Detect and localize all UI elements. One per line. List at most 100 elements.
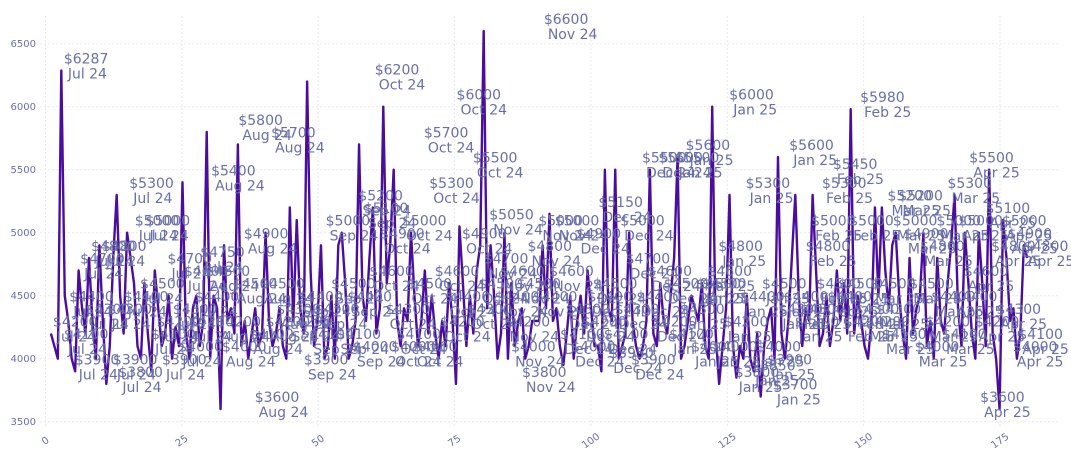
data-label-date: Jan 25: [689, 153, 734, 169]
data-label-date: Jan 25: [672, 342, 717, 358]
data-label-date: Jan 25: [776, 393, 821, 409]
data-label: $4750 Jul 24: [200, 245, 245, 276]
data-label-date: Dec 24: [564, 342, 613, 358]
data-label-value: $5500: [675, 151, 720, 167]
data-label: $5100 Sep 24: [364, 201, 417, 232]
data-label-value: $4400: [298, 289, 343, 305]
data-label: $5500 Oct 24: [473, 151, 524, 182]
data-label-date: Mar 25: [951, 191, 1000, 207]
y-tick-label: 6500: [11, 39, 36, 50]
data-label: $4900 Oct 24: [462, 226, 513, 257]
data-label-date: Jan 25: [792, 153, 837, 169]
data-label: $4100 Oct 24: [397, 327, 448, 358]
data-label-date: Feb 25: [842, 292, 889, 308]
y-tick-label: 3500: [11, 417, 36, 428]
data-label: $4400 Nov 24: [533, 289, 587, 320]
data-label-date: Nov 24: [531, 254, 581, 270]
data-label-date: Jan 25: [683, 317, 728, 333]
data-label-date: Oct 24: [433, 191, 480, 207]
data-label-date: Jul 24: [78, 367, 118, 383]
data-label-value: $4300: [386, 302, 431, 318]
data-label-value: $4300: [877, 302, 922, 318]
data-label-date: Aug 24: [215, 178, 265, 194]
data-label: $4300 Jul 24: [107, 302, 152, 333]
data-label-value: $4300: [107, 302, 152, 318]
data-label-value: $4100: [249, 327, 294, 343]
data-label: $4300 Jan 25: [680, 302, 728, 333]
data-label: $4400 Jul 24: [69, 289, 114, 320]
data-label-date: Jul 24: [105, 254, 145, 270]
data-label: $4900 Oct 24: [380, 226, 431, 257]
data-label-date: Feb 25: [848, 330, 895, 346]
data-label-value: $4200: [506, 315, 551, 331]
data-label-date: Jul 24: [89, 317, 129, 333]
data-label-date: Jul 24: [170, 267, 210, 283]
data-label-value: $5500: [969, 151, 1014, 167]
data-label: $5100 Apr 25: [986, 201, 1036, 232]
data-label-value: $4300: [566, 302, 611, 318]
data-label: $4400 Sep 24: [347, 289, 400, 320]
data-label-date: Jan 25: [727, 330, 772, 346]
data-label-date: Jul 24: [94, 254, 134, 270]
data-label-value: $4000: [178, 340, 223, 356]
data-label: $3700 Jan 25: [773, 378, 821, 409]
data-label-value: $4500: [702, 277, 747, 293]
data-label-date: Apr 25: [1017, 355, 1063, 371]
data-label-date: Jan 25: [781, 317, 826, 333]
data-label-value: $4300: [315, 302, 360, 318]
data-label: $4300 Oct 24: [467, 302, 518, 333]
data-label-value: $4000: [222, 340, 267, 356]
data-label: $4300 Feb 25: [855, 302, 906, 333]
data-label: $4200 Oct 24: [440, 315, 491, 346]
data-label-value: $4300: [778, 302, 823, 318]
data-label: $3950 Dec 24: [609, 346, 662, 377]
data-label-date: Jul 24: [160, 330, 200, 346]
data-label-value: $3900: [162, 352, 207, 368]
data-label: $4200 Nov 24: [506, 315, 560, 346]
data-label: $5980 Feb 25: [860, 90, 911, 121]
data-label: $4200 Aug 24: [217, 315, 271, 346]
data-label-date: Oct 24: [444, 330, 491, 346]
data-label-value: $4600: [184, 264, 229, 280]
data-label-date: Feb 25: [864, 105, 911, 121]
data-label-value: $4800: [102, 239, 147, 255]
data-label-date: Feb 25: [853, 229, 900, 245]
data-label-value: $4100: [64, 327, 109, 343]
data-label-value: $5200: [898, 189, 943, 205]
data-label-value: $6000: [729, 88, 774, 104]
data-label-value: $4200: [926, 315, 971, 331]
data-label: $4800 Jul 24: [91, 239, 136, 270]
data-label-value: $5100: [364, 201, 409, 217]
data-label-date: Apr 25: [957, 304, 1003, 320]
data-label-date: Mar 25: [941, 229, 990, 245]
y-tick-label: 5500: [11, 165, 36, 176]
data-label-date: Jul 24: [132, 191, 172, 207]
data-label-value: $5000: [1002, 214, 1047, 230]
data-label-value: $4000: [757, 340, 802, 356]
data-label-value: $5800: [238, 113, 283, 129]
data-label-value: $4900: [462, 226, 507, 242]
series-layer: [49, 29, 1029, 411]
data-label-value: $4800: [718, 239, 763, 255]
data-label: $3900 Dec 24: [631, 352, 684, 383]
data-label-date: Oct 24: [450, 304, 497, 320]
data-label-value: $4800: [527, 239, 572, 255]
data-label-value: $3950: [609, 346, 654, 362]
data-label-date: Jul 24: [203, 260, 243, 276]
data-label-value: $3700: [773, 378, 818, 394]
data-label-value: $3600: [255, 390, 300, 406]
data-label-value: $5500: [642, 151, 687, 167]
data-label: $4400 Jul 24: [195, 289, 240, 320]
data-label: $5000 Mar 25: [937, 214, 990, 245]
data-label-value: $4600: [435, 264, 480, 280]
data-label-value: $5600: [789, 138, 834, 154]
data-label-date: Aug 24: [242, 128, 292, 144]
data-label-date: Oct 24: [471, 317, 518, 333]
data-label-date: Jul 24: [110, 317, 150, 333]
data-label-value: $4300: [467, 302, 512, 318]
data-label-date: Jul 24: [127, 304, 167, 320]
data-label-value: $4600: [549, 264, 594, 280]
data-label-value: $4800: [1024, 239, 1069, 255]
data-label-date: Mar 25: [870, 330, 919, 346]
data-label-date: Mar 25: [919, 355, 968, 371]
